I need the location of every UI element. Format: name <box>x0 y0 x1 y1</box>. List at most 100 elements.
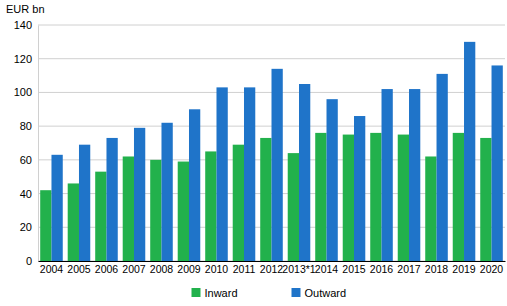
tick-label: 2011 <box>233 263 256 275</box>
tick-label: 2014 <box>315 263 339 275</box>
tick-label: 2019 <box>452 263 476 275</box>
tick-label: 100 <box>14 86 32 98</box>
tick: 2015 <box>342 261 366 275</box>
chart: 0204060801001201402004200520062007200820… <box>0 0 507 306</box>
tick: 2009 <box>177 261 201 275</box>
bar <box>216 87 227 261</box>
tick: 2006 <box>95 261 119 275</box>
legend-item: Outward <box>292 287 347 299</box>
tick: 2017 <box>397 261 421 275</box>
bar <box>178 162 189 261</box>
tick-label: 120 <box>14 53 32 65</box>
grid <box>38 25 505 261</box>
bar <box>260 138 271 261</box>
tick: 2014 <box>315 261 339 275</box>
tick-label: 2013*1 <box>282 263 315 275</box>
bar <box>299 84 310 261</box>
bar <box>288 153 299 261</box>
tick-label: 2007 <box>122 263 146 275</box>
legend-swatch <box>292 288 301 297</box>
tick: 2016 <box>370 261 394 275</box>
bar <box>327 99 338 261</box>
series <box>40 133 491 261</box>
bar <box>134 128 145 261</box>
series <box>51 42 502 261</box>
tick-label: 140 <box>14 19 32 31</box>
bar <box>161 123 172 261</box>
bar <box>40 190 51 261</box>
bar <box>492 65 503 261</box>
bar <box>150 160 161 261</box>
tick: 140 <box>14 19 38 31</box>
tick: 2018 <box>425 261 449 275</box>
tick-label: 2006 <box>95 263 119 275</box>
bar <box>68 183 79 261</box>
bar <box>370 133 381 261</box>
bar <box>272 69 283 261</box>
bar <box>398 135 409 261</box>
y-axis: 0 20 40 60 80 100 120 140 <box>14 19 39 267</box>
bar <box>409 89 420 261</box>
bar <box>244 87 255 261</box>
tick-label: 0 <box>26 255 32 267</box>
bar <box>343 135 354 261</box>
tick: 120 <box>14 53 38 65</box>
bar <box>437 74 448 261</box>
tick: 2013*1 <box>282 261 315 275</box>
bar <box>189 109 200 261</box>
tick: 20 <box>20 221 38 233</box>
tick-label: 2005 <box>67 263 91 275</box>
legend-swatch <box>192 288 201 297</box>
tick: 2007 <box>122 261 146 275</box>
tick: 2008 <box>150 261 174 275</box>
tick-label: 2016 <box>370 263 394 275</box>
plot: 0204060801001201402004200520062007200820… <box>14 19 506 275</box>
grid-line <box>38 58 505 59</box>
bar <box>123 156 134 261</box>
tick: 2019 <box>452 261 476 275</box>
tick-label: 60 <box>20 154 32 166</box>
bar <box>106 138 117 261</box>
bar <box>79 145 90 261</box>
tick-label: 2009 <box>177 263 201 275</box>
bar <box>233 145 244 261</box>
tick: 2012 <box>260 261 284 275</box>
tick-label: 2012 <box>260 263 284 275</box>
tick-label: 2017 <box>397 263 421 275</box>
axis-line <box>38 26 39 262</box>
tick-label: 2010 <box>205 263 229 275</box>
tick-label: 40 <box>20 188 32 200</box>
bar <box>315 133 326 261</box>
bar <box>464 42 475 261</box>
legend: Inward Outward <box>192 287 347 299</box>
legend-item: Inward <box>192 287 238 299</box>
tick: 2020 <box>480 261 504 275</box>
tick: 100 <box>14 86 38 98</box>
legend-label: Inward <box>205 287 238 299</box>
tick: 2005 <box>67 261 91 275</box>
tick: 2010 <box>205 261 229 275</box>
bar <box>382 89 393 261</box>
tick-label: 2018 <box>425 263 449 275</box>
bar <box>354 116 365 261</box>
tick-label: 2020 <box>480 263 504 275</box>
bar <box>51 155 62 261</box>
tick: 40 <box>20 188 38 200</box>
tick-label: 2008 <box>150 263 174 275</box>
tick: 60 <box>20 154 38 166</box>
bar <box>480 138 491 261</box>
grid-line <box>38 25 505 26</box>
tick-label: 2004 <box>40 263 64 275</box>
bar <box>453 133 464 261</box>
x-axis: 2004200520062007200820092010201120122013… <box>39 261 506 275</box>
bars <box>40 42 503 261</box>
tick: 80 <box>20 120 38 132</box>
tick-label: 80 <box>20 120 32 132</box>
tick: 0 <box>26 255 38 267</box>
bar <box>205 151 216 261</box>
axis-title: EUR bn <box>6 3 45 15</box>
tick: 2011 <box>233 261 256 275</box>
tick: 2004 <box>40 261 64 275</box>
legend-label: Outward <box>305 287 347 299</box>
bar <box>425 156 436 261</box>
